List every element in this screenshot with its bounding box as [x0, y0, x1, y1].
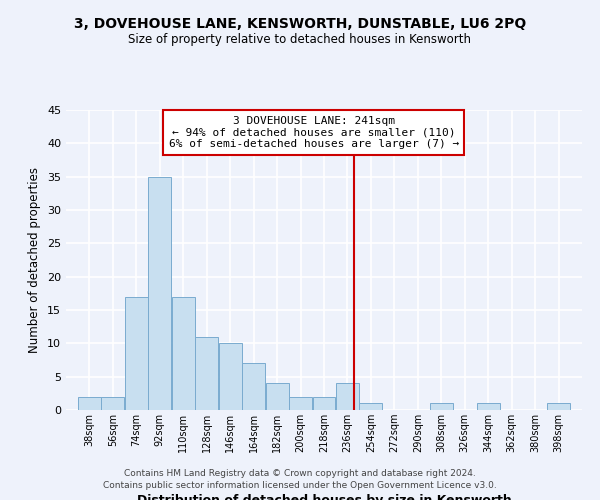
Bar: [336, 384, 359, 410]
Bar: [430, 404, 453, 410]
Bar: [78, 396, 101, 410]
Text: Contains HM Land Registry data © Crown copyright and database right 2024.: Contains HM Land Registry data © Crown c…: [124, 468, 476, 477]
Bar: [101, 396, 124, 410]
Text: Size of property relative to detached houses in Kensworth: Size of property relative to detached ho…: [128, 32, 472, 46]
Bar: [148, 176, 172, 410]
X-axis label: Distribution of detached houses by size in Kensworth: Distribution of detached houses by size …: [137, 494, 511, 500]
Text: 3, DOVEHOUSE LANE, KENSWORTH, DUNSTABLE, LU6 2PQ: 3, DOVEHOUSE LANE, KENSWORTH, DUNSTABLE,…: [74, 18, 526, 32]
Bar: [476, 404, 500, 410]
Y-axis label: Number of detached properties: Number of detached properties: [28, 167, 41, 353]
Bar: [172, 296, 195, 410]
Bar: [547, 404, 570, 410]
Bar: [195, 336, 218, 410]
Text: 3 DOVEHOUSE LANE: 241sqm
← 94% of detached houses are smaller (110)
6% of semi-d: 3 DOVEHOUSE LANE: 241sqm ← 94% of detach…: [169, 116, 459, 149]
Bar: [359, 404, 382, 410]
Bar: [125, 296, 148, 410]
Bar: [313, 396, 335, 410]
Bar: [242, 364, 265, 410]
Bar: [266, 384, 289, 410]
Text: Contains public sector information licensed under the Open Government Licence v3: Contains public sector information licen…: [103, 481, 497, 490]
Bar: [218, 344, 242, 410]
Bar: [289, 396, 312, 410]
